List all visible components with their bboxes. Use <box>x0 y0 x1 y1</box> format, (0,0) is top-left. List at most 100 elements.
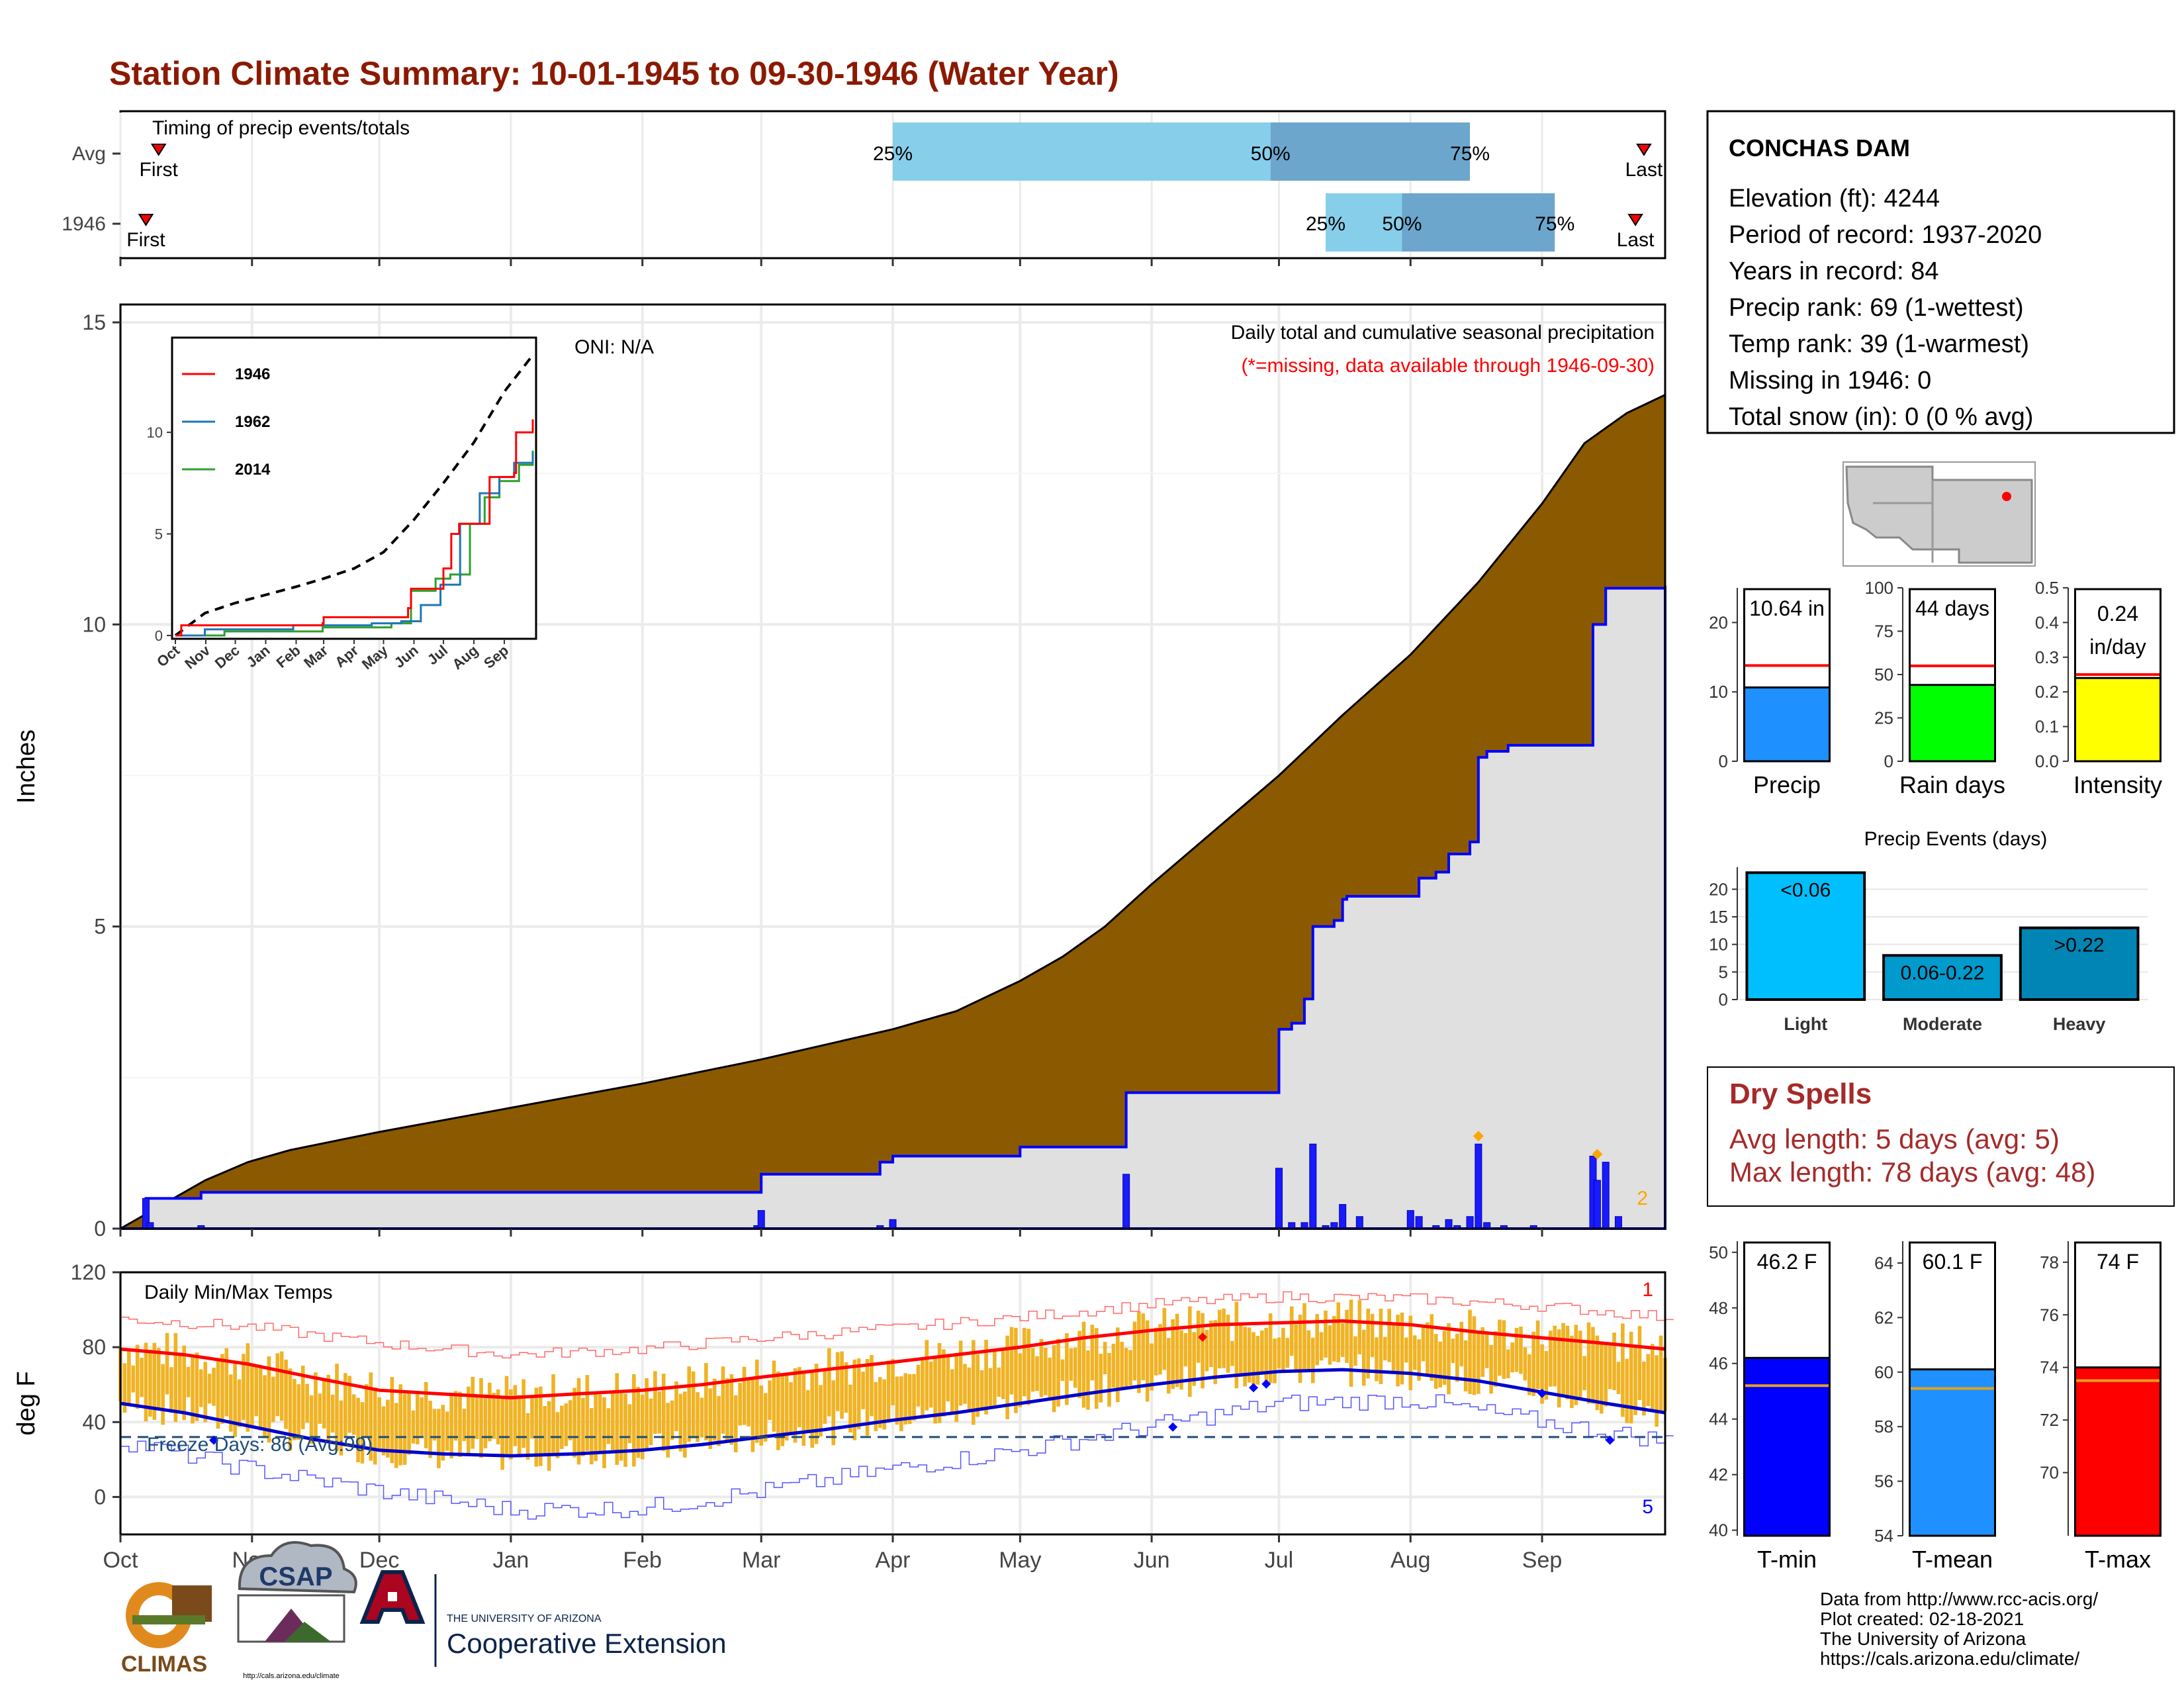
bar-ytick-label: 58 <box>1874 1417 1893 1436</box>
bar-frame <box>2074 588 2161 763</box>
daily-temp-bar <box>1349 1299 1353 1387</box>
timing-p75-label: 75% <box>1450 143 1490 165</box>
daily-temp-bar <box>572 1387 576 1458</box>
bar-category-label: T-mean <box>1912 1546 1993 1573</box>
value-bar <box>1909 684 1996 763</box>
daily-temp-bar <box>326 1374 330 1443</box>
location-map <box>1843 461 2036 567</box>
daily-temp-bar <box>267 1356 271 1443</box>
daily-temp-bar <box>1154 1327 1158 1376</box>
bar-ytick-label: 44 <box>1709 1409 1728 1429</box>
daily-precip-bar <box>1339 1203 1347 1229</box>
daily-temp-bar <box>776 1371 780 1450</box>
daily-temp-bar <box>1544 1350 1549 1400</box>
year-cumulative-precip-area <box>120 585 1666 1230</box>
daily-temp-bar <box>369 1372 373 1461</box>
daily-temp-bar <box>1387 1309 1392 1362</box>
daily-temp-bar <box>509 1389 513 1460</box>
bar-ytick-label: 76 <box>2040 1305 2059 1325</box>
daily-temp-bar <box>242 1354 246 1421</box>
timing-bars: 25% 50% 75% First Last 25% 50% 75% First Last <box>113 122 1663 252</box>
daily-temp-bar <box>1205 1329 1209 1372</box>
daily-temp-bar <box>300 1366 305 1430</box>
daily-temp-bar <box>1561 1323 1565 1396</box>
bar-category-label: Rain days <box>1899 771 2005 798</box>
daily-temp-bar <box>576 1378 581 1465</box>
daily-temp-bar <box>925 1340 929 1411</box>
daily-temp-bar <box>1137 1311 1141 1393</box>
daily-temp-bar <box>551 1374 555 1454</box>
daily-temp-bar <box>912 1374 916 1421</box>
daily-temp-bar <box>1616 1362 1621 1395</box>
daily-temp-bar <box>148 1349 152 1417</box>
daily-precip-bar <box>1602 1162 1610 1229</box>
daily-precip-bar <box>1445 1219 1453 1229</box>
daily-temp-bar <box>1332 1316 1336 1362</box>
daily-temp-bar <box>1498 1319 1502 1376</box>
daily-temp-bar <box>997 1367 1001 1397</box>
daily-temp-bar <box>738 1382 742 1426</box>
bar-category-label: Intensity <box>2073 771 2162 798</box>
daily-temp-bar <box>513 1385 518 1446</box>
csap-logo: CSAP http://cals.arizona.edu/climate <box>237 1541 357 1680</box>
inset-legend-label: 1946 <box>235 365 270 383</box>
daily-temp-bar <box>1591 1327 1595 1404</box>
daily-temp-bar <box>207 1374 212 1404</box>
daily-temp-bar <box>1574 1325 1578 1405</box>
daily-temp-bar <box>768 1380 772 1421</box>
timing-last-label: Last <box>1625 159 1663 181</box>
daily-temp-bar <box>988 1368 993 1408</box>
temp-count-top: 1 <box>1642 1279 1653 1301</box>
inset-ytick-label: 0 <box>155 628 163 644</box>
daily-temp-bar <box>793 1368 797 1443</box>
daily-temp-bar <box>1510 1342 1514 1373</box>
daily-temp-bar <box>365 1384 369 1437</box>
daily-temp-bar <box>1175 1313 1179 1387</box>
event-category-label: Moderate <box>1903 1014 1982 1034</box>
daily-precip-bar <box>889 1219 897 1229</box>
daily-precip-bar <box>1406 1210 1414 1229</box>
avg-min-line <box>120 1368 1666 1458</box>
daily-temp-bar <box>1018 1353 1023 1407</box>
daily-temp-bar <box>1383 1336 1387 1361</box>
daily-temp-bar <box>1324 1310 1328 1358</box>
daily-temp-bar <box>733 1395 738 1453</box>
daily-temp-bar <box>886 1360 891 1420</box>
record-max-marker <box>1198 1333 1208 1342</box>
precip-ytick-label: 10 <box>82 612 106 636</box>
daily-temp-bar <box>1022 1327 1026 1397</box>
daily-temp-bar <box>475 1395 479 1440</box>
daily-temp-bar <box>1404 1337 1408 1363</box>
daily-temp-bar <box>606 1408 611 1444</box>
temp-summary-bar-charts: 40 42 44 46 48 50 T-min 46.2 F 54 56 58 60 62 64 T-mea… <box>1709 1241 2167 1573</box>
bar-ytick-label: 75 <box>1874 622 1893 641</box>
timing-last-marker <box>1627 214 1643 226</box>
station-location-dot <box>2002 492 2011 501</box>
inset-legend-label: 1962 <box>235 413 270 431</box>
timing-panel: 25% 50% 75% First Last 25% 50% 75% First Last Tim… <box>62 110 1666 266</box>
precip-panel-label: Daily total and cumulative seasonal prec… <box>1231 322 1655 344</box>
events-ytick-label: 20 <box>1709 879 1728 899</box>
daily-temp-bar <box>1625 1358 1629 1423</box>
daily-temp-bar <box>891 1358 895 1405</box>
record-min-line <box>120 1394 1674 1520</box>
timing-p25-label: 25% <box>1306 213 1345 235</box>
daily-temp-bar <box>1426 1322 1430 1375</box>
daily-temp-bar <box>416 1392 420 1444</box>
daily-temp-bar <box>1400 1312 1404 1385</box>
station-period: Period of record: 1937-2020 <box>1729 221 2042 249</box>
daily-temp-bar <box>1514 1327 1519 1372</box>
daily-temp-bar <box>1642 1361 1646 1416</box>
events-ytick-label: 0 <box>1719 990 1728 1009</box>
ua-extension-text: Cooperative Extension <box>447 1628 727 1659</box>
daily-temp-bar <box>946 1355 950 1402</box>
daily-temp-bar <box>963 1364 967 1404</box>
daily-temp-bar <box>1463 1340 1468 1391</box>
daily-temp-bar <box>687 1366 692 1442</box>
temp-ytick-label: 40 <box>82 1410 106 1434</box>
daily-temp-bar <box>805 1390 810 1432</box>
daily-temp-bar <box>538 1386 543 1466</box>
precip-y-label: Inches <box>13 729 40 804</box>
